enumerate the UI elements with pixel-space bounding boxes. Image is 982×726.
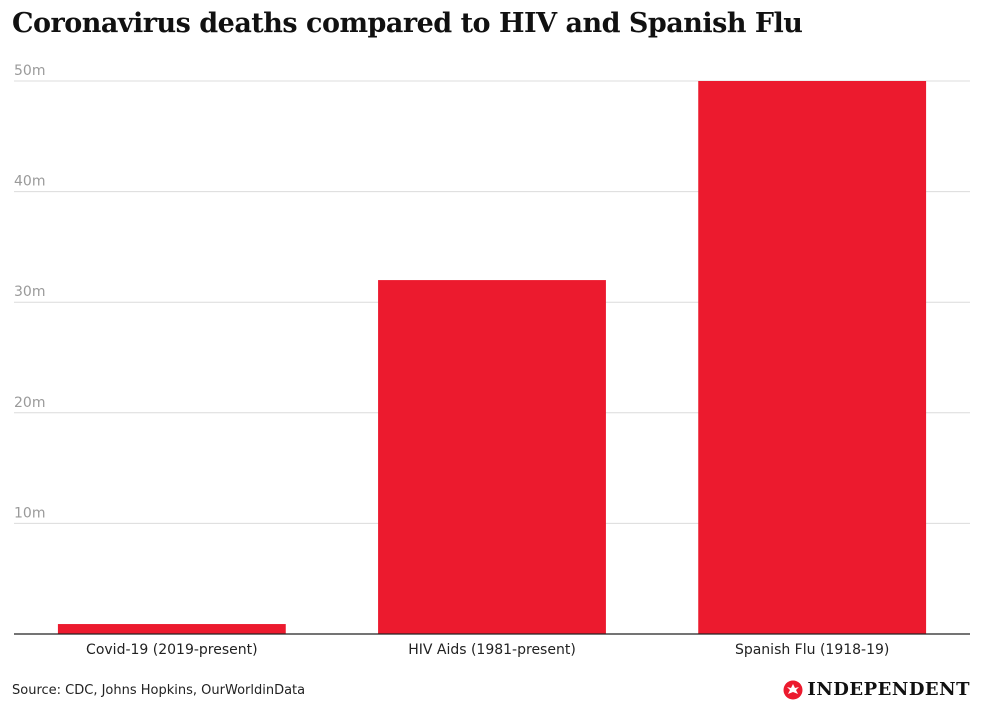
brand-name: INDEPENDENT xyxy=(807,679,970,700)
chart-title: Coronavirus deaths compared to HIV and S… xyxy=(12,8,803,39)
bar xyxy=(57,624,286,634)
source-note: Source: CDC, Johns Hopkins, OurWorldinDa… xyxy=(12,683,306,698)
x-category-label: Spanish Flu (1918-19) xyxy=(735,642,889,658)
x-category-label: Covid-19 (2019-present) xyxy=(86,642,258,658)
x-axis-labels: Covid-19 (2019-present) HIV Aids (1981-pr… xyxy=(86,642,889,658)
x-category-label: HIV Aids (1981-present) xyxy=(408,642,576,658)
y-tick-label: 20m xyxy=(14,395,45,411)
y-tick-label: 40m xyxy=(14,174,45,190)
brand-logo: INDEPENDENT xyxy=(783,679,970,700)
eagle-logo-icon xyxy=(783,680,803,699)
bars xyxy=(57,81,927,634)
y-tick-label: 10m xyxy=(14,505,45,521)
y-axis-ticks: 10m 20m 30m 40m 50m xyxy=(14,63,45,521)
bar xyxy=(378,280,606,634)
y-tick-label: 50m xyxy=(14,63,45,79)
bar xyxy=(698,81,927,634)
y-tick-label: 30m xyxy=(14,284,45,300)
